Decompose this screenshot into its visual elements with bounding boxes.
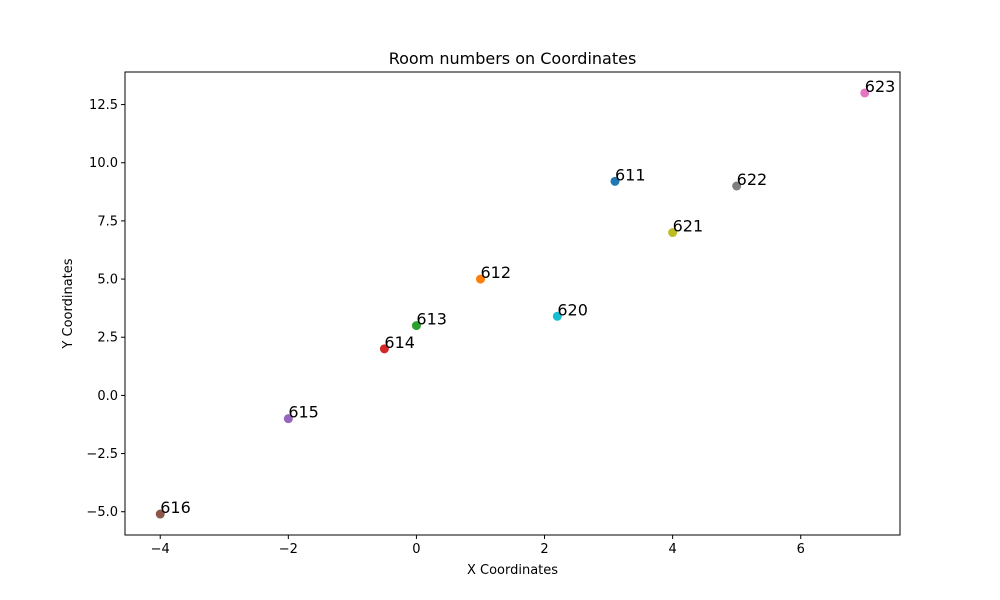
data-point-623: [860, 88, 870, 98]
data-point-614: [379, 344, 389, 354]
point-label-622: 622: [737, 170, 768, 189]
y-tick-label: 2.5: [97, 331, 118, 346]
data-point-611: [610, 176, 620, 186]
point-label-612: 612: [480, 263, 511, 282]
x-tick-label: −2: [279, 542, 298, 557]
x-axis: −4 −2 0 2 4 6: [151, 535, 805, 557]
data-point-620: [552, 311, 562, 321]
plot-area: [124, 71, 901, 536]
x-tick-label: 2: [540, 542, 548, 557]
data-point-615: [283, 414, 293, 424]
y-tick-label: −2.5: [86, 447, 118, 462]
y-tick-label: 5.0: [97, 273, 118, 288]
point-label-613: 613: [416, 310, 447, 329]
data-point-622: [732, 181, 742, 191]
x-tick-label: −4: [151, 542, 170, 557]
x-axis-label: X Coordinates: [467, 563, 558, 578]
point-label-623: 623: [865, 77, 896, 96]
point-label-616: 616: [160, 498, 191, 517]
x-tick-label: 4: [668, 542, 676, 557]
point-label-621: 621: [673, 217, 704, 236]
y-tick-label: 10.0: [89, 156, 118, 171]
data-point-616: [155, 509, 165, 519]
point-label-611: 611: [615, 165, 646, 184]
data-point-621: [668, 228, 678, 238]
y-tick-label: 7.5: [97, 214, 118, 229]
chart-title: Room numbers on Coordinates: [389, 49, 637, 68]
x-tick-label: 6: [797, 542, 805, 557]
y-tick-label: −5.0: [86, 505, 118, 520]
data-point-613: [411, 321, 421, 331]
point-label-614: 614: [384, 333, 415, 352]
y-axis-label: Y Coordinates: [61, 258, 76, 349]
data-points: [155, 88, 870, 519]
y-axis: −5.0 −2.5 0.0 2.5 5.0 7.5 10.0 12.5: [86, 98, 125, 520]
y-tick-label: 12.5: [89, 98, 118, 113]
x-tick-label: 0: [412, 542, 420, 557]
y-tick-label: 0.0: [97, 389, 118, 404]
point-label-615: 615: [288, 403, 319, 422]
data-point-612: [475, 274, 485, 284]
point-label-620: 620: [557, 300, 588, 319]
